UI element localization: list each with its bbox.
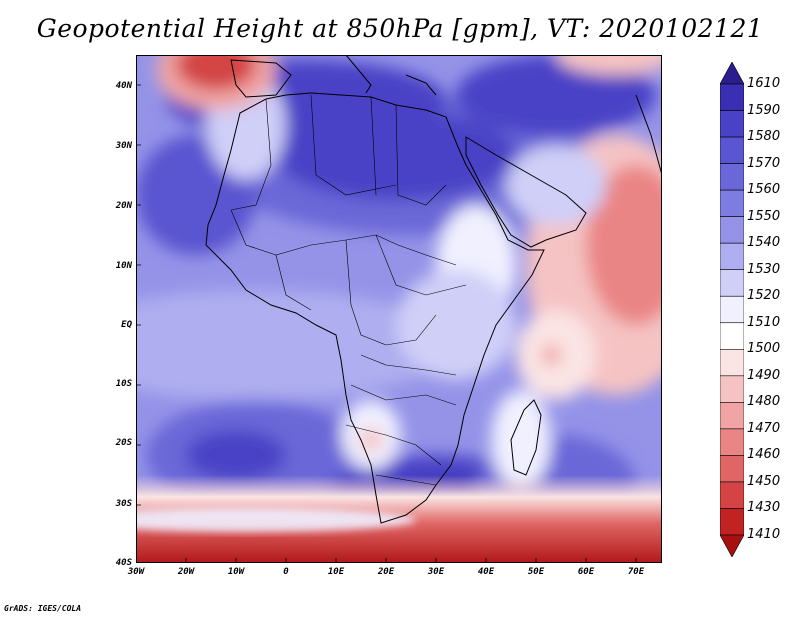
map-title: Geopotential Height at 850hPa [gpm], VT:… [36,14,764,43]
colorbar-segment [720,295,744,324]
colorbar-segment [720,322,744,350]
lat-label-30s: 30S [115,499,132,509]
map-frame [136,55,662,563]
lat-label-30n: 30N [115,141,132,151]
colorbar-segment [720,534,744,557]
colorbar-label: 1550 [747,208,781,224]
lon-label-0: 0 [283,567,289,577]
colorbar-label: 1540 [747,235,781,251]
colorbar-segment [720,163,744,191]
colorbar-label: 1580 [747,129,781,145]
lon-label-50e: 50E [527,567,545,577]
map-canvas [136,55,662,563]
colorbar-label: 1560 [747,182,781,198]
colorbar-label: 1410 [747,527,781,542]
lon-label-30e: 30E [427,567,445,577]
colorbar-segment [720,375,744,403]
colorbar-segment [720,189,744,217]
colorbar-label: 1610 [747,76,781,91]
colorbar-segment [720,269,744,297]
colorbar [720,62,744,557]
colorbar-label: 1470 [747,420,781,436]
colorbar-label: 1530 [747,261,781,277]
colorbar-label: 1430 [747,500,781,516]
colorbar-segments [720,62,744,557]
colorbar-label: 1570 [747,155,781,171]
colorbar-label: 1450 [747,473,781,489]
lon-label-30w: 30W [127,567,145,577]
colorbar-segment [720,136,744,164]
lon-label-40e: 40E [477,567,495,577]
axis-ticks [136,84,637,563]
colorbar-segment [720,455,744,483]
grads-credit: GrADS: IGES/COLA [4,604,82,613]
colorbar-segment [720,481,744,509]
coastlines [205,55,662,524]
lon-label-20w: 20W [177,567,195,577]
colorbar-segment [720,110,744,138]
lon-label-60e: 60E [577,567,595,577]
lat-label-10n: 10N [115,261,132,271]
colorbar-segment [720,83,744,111]
colorbar-label: 1490 [747,367,781,383]
lat-label-40s: 40S [115,558,132,568]
lon-label-70e: 70E [627,567,645,577]
colorbar-segment [720,402,744,430]
lat-label-20n: 20N [115,201,132,211]
lat-label-10s: 10S [115,379,132,389]
colorbar-segment [720,242,744,271]
colorbar-label: 1590 [747,102,781,118]
colorbar-segment [720,428,744,456]
lat-label-eq: EQ [121,320,132,330]
colorbar-segment [720,508,744,536]
lon-label-10w: 10W [227,567,245,577]
lat-label-40n: 40N [115,81,132,91]
colorbar-label: 1500 [747,341,781,357]
colorbar-segment [720,62,744,85]
country-borders [230,94,467,486]
lon-label-20e: 20E [377,567,395,577]
lon-label-10e: 10E [327,567,345,577]
colorbar-segment [720,216,744,244]
geopotential-height-map [136,55,662,563]
colorbar-label: 1460 [747,447,781,463]
colorbar-label: 1520 [747,288,781,304]
lat-label-20s: 20S [115,438,132,448]
colorbar-segment [720,348,744,377]
colorbar-label: 1510 [747,314,781,330]
colorbar-label: 1480 [747,394,781,410]
